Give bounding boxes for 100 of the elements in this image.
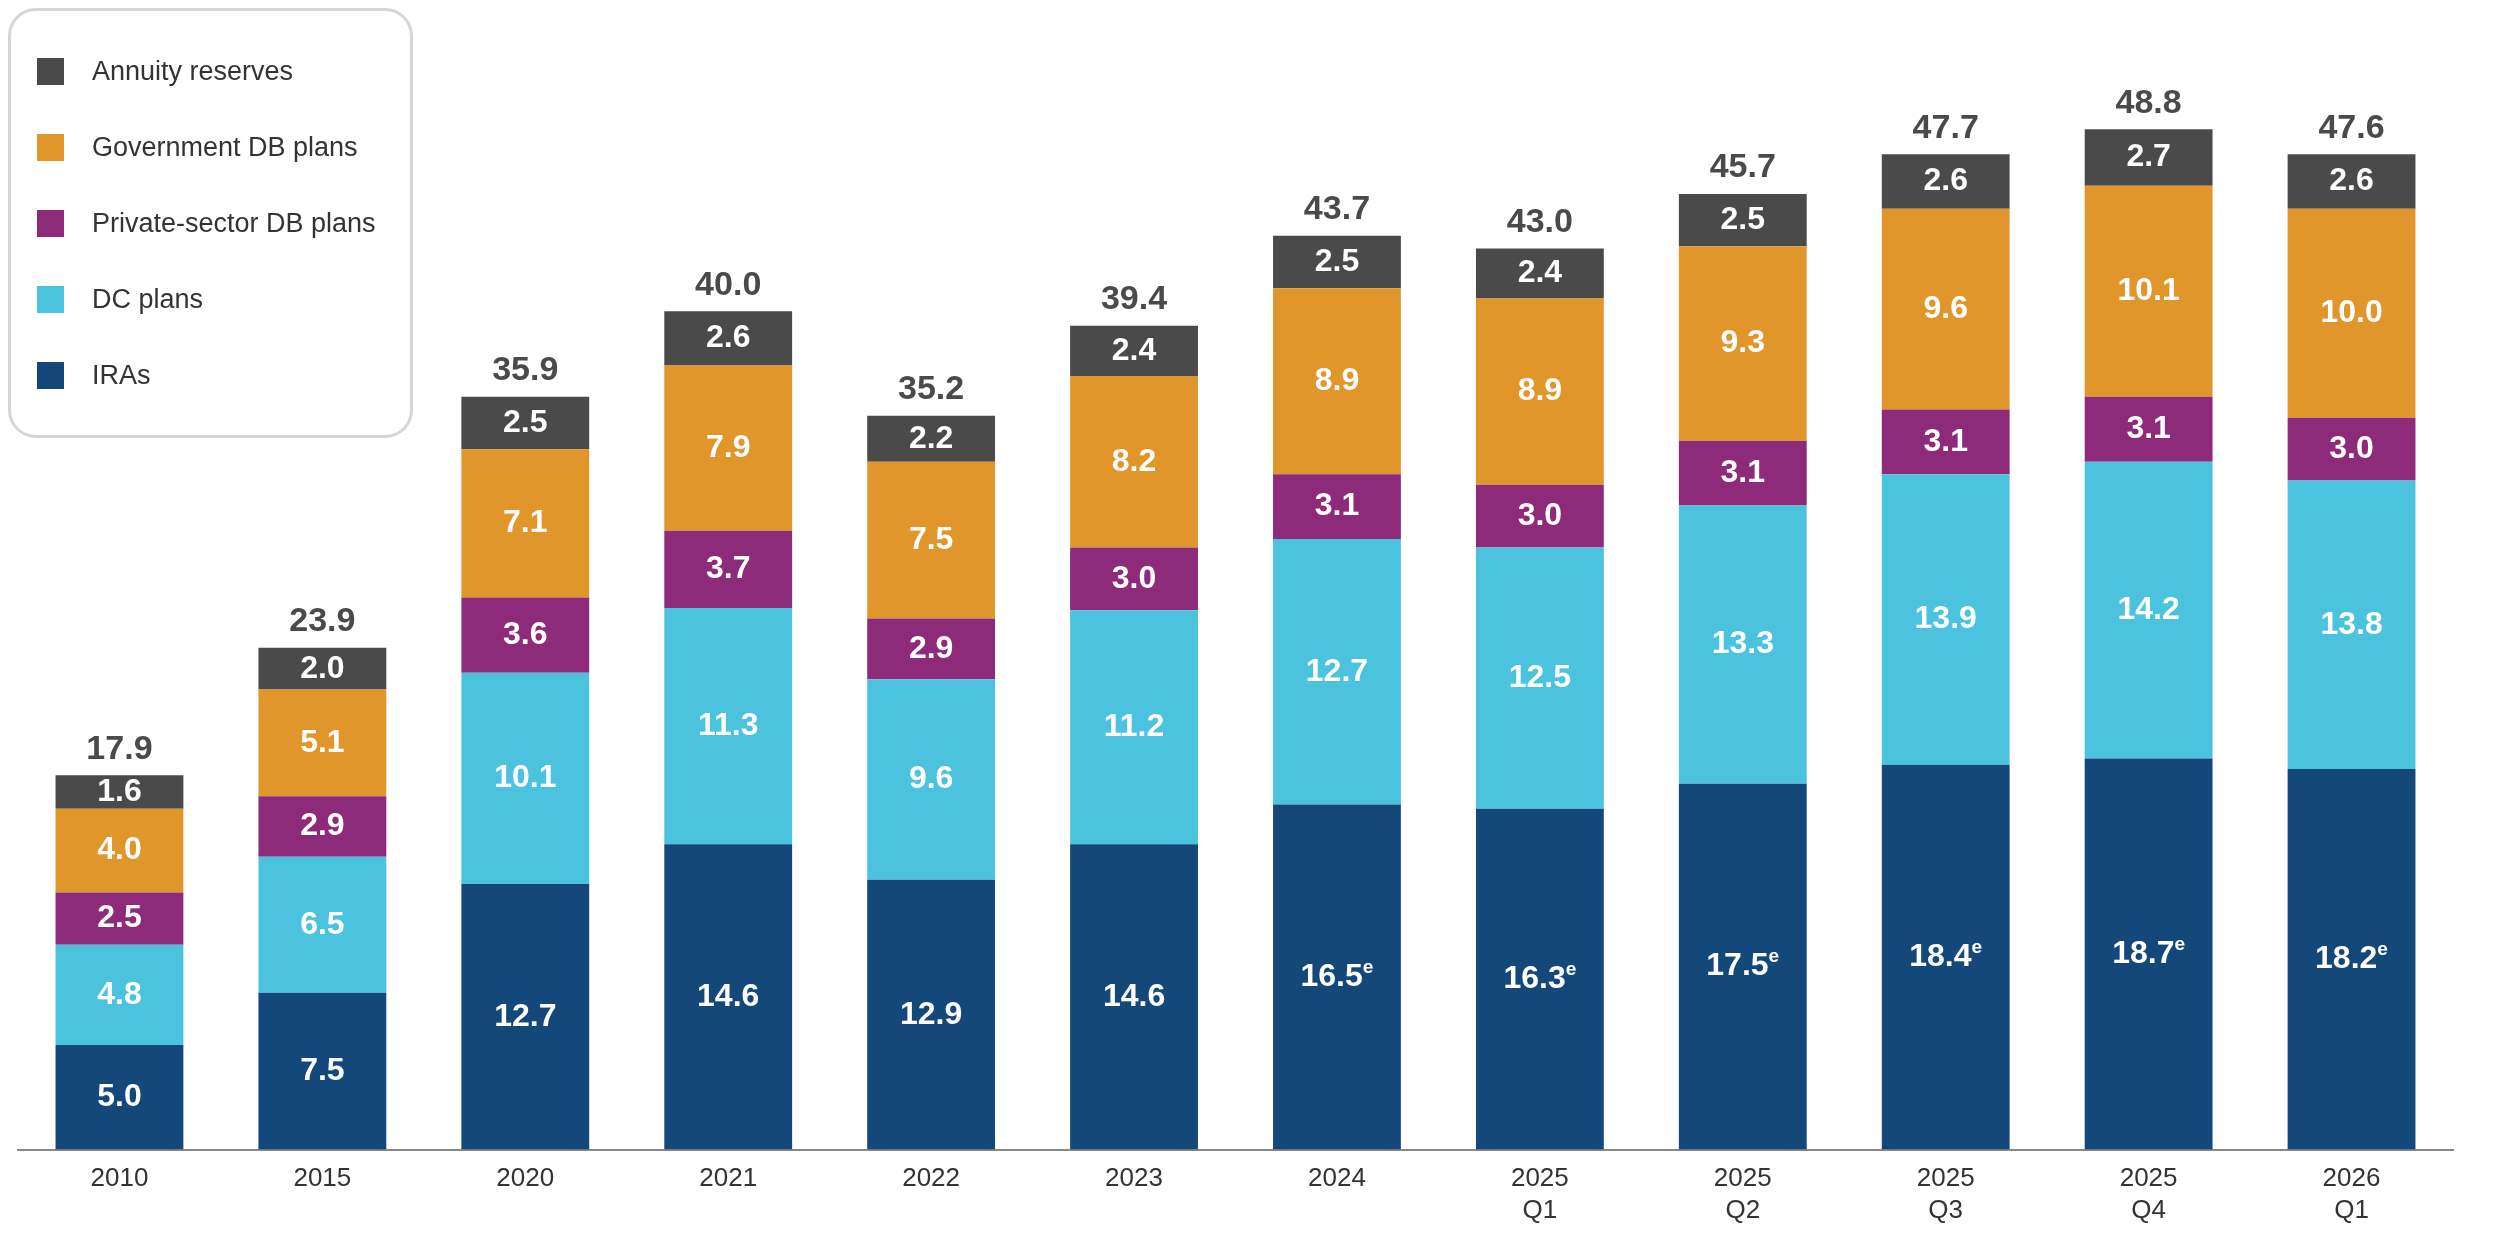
- bar: [1678, 440, 1807, 506]
- bar: [461, 396, 590, 450]
- legend-label: Private-sector DB plans: [92, 207, 376, 239]
- data-label: 3.1: [1720, 453, 1766, 490]
- data-label: 10.1: [2117, 271, 2180, 308]
- bar: [867, 679, 996, 880]
- data-label: 3.1: [1923, 421, 1968, 458]
- bar: [2084, 461, 2213, 759]
- data-label: 7.5: [300, 1051, 345, 1088]
- total-label: 48.8: [2115, 81, 2182, 120]
- bar: [258, 992, 387, 1150]
- data-label: 14.6: [697, 976, 760, 1013]
- bar: [664, 608, 793, 845]
- data-label: 2.4: [1111, 330, 1157, 367]
- bar: [1273, 474, 1401, 540]
- bar: [1678, 505, 1807, 784]
- data-label: 3.1: [2126, 409, 2171, 446]
- data-label: 2.7: [2126, 137, 2171, 174]
- data-label: 2.2: [908, 418, 954, 455]
- legend-label: Annuity reserves: [92, 55, 294, 87]
- bar: [2287, 208, 2416, 418]
- bar: [1273, 235, 1401, 289]
- bar: [1475, 248, 1604, 299]
- data-label: 9.6: [908, 759, 954, 796]
- bar: [1070, 375, 1198, 548]
- total-label: 43.7: [1303, 188, 1371, 227]
- bar: [664, 844, 793, 1150]
- data-label: 8.9: [1517, 371, 1563, 408]
- x-tick-label: 2025 Q4: [2119, 1162, 2178, 1224]
- bar: [461, 884, 590, 1150]
- legend-label: IRAs: [92, 359, 151, 391]
- bar: [258, 796, 387, 857]
- total-label: 43.0: [1506, 200, 1573, 239]
- x-tick-label: 2020: [496, 1162, 555, 1193]
- data-label: 10.1: [494, 758, 557, 795]
- x-tick-label: 2025 Q1: [1510, 1162, 1569, 1224]
- total-label: 47.6: [2318, 106, 2385, 145]
- bar: [1475, 484, 1604, 548]
- data-label: 2.0: [300, 648, 345, 685]
- data-label: 8.9: [1314, 361, 1360, 398]
- bar: [867, 461, 996, 619]
- data-label: 2.6: [2329, 161, 2374, 198]
- data-label: 14.6: [1102, 976, 1166, 1013]
- bar: [258, 856, 387, 993]
- bar: [1475, 547, 1604, 809]
- total-label: 23.9: [289, 600, 356, 639]
- bar: [55, 808, 184, 893]
- bar: [1881, 208, 2010, 410]
- bar: [1678, 246, 1807, 441]
- bar: [2084, 129, 2213, 186]
- x-tick-label: 2024: [1308, 1162, 1366, 1193]
- data-label: 9.3: [1720, 323, 1766, 360]
- data-label: 7.9: [705, 427, 751, 464]
- total-label: 35.2: [898, 368, 965, 407]
- data-label: 11.3: [697, 706, 759, 743]
- data-label: 5.1: [300, 722, 345, 759]
- total-label: 39.4: [1100, 278, 1168, 317]
- total-label: 47.7: [1912, 106, 1979, 145]
- bar: [1273, 288, 1401, 475]
- data-label: 2.9: [908, 628, 954, 665]
- legend-label: DC plans: [92, 283, 204, 315]
- bar: [1070, 325, 1198, 376]
- data-label: 2.6: [705, 318, 751, 355]
- bar: [664, 311, 793, 366]
- bar: [258, 647, 387, 690]
- bar: [2084, 185, 2213, 397]
- data-label: 14.2: [2117, 589, 2180, 626]
- data-label: 12.7: [1305, 651, 1369, 688]
- x-tick-label: 2022: [902, 1162, 961, 1193]
- bar: [1475, 298, 1604, 485]
- total-label: 45.7: [1709, 146, 1776, 185]
- bar: [2287, 769, 2416, 1150]
- x-tick-label: 2021: [699, 1162, 758, 1193]
- bar: [461, 449, 590, 598]
- bar: [1273, 804, 1401, 1150]
- data-label: 2.5: [503, 402, 548, 439]
- bar: [55, 1045, 184, 1150]
- bar: [2084, 396, 2213, 462]
- data-label: 13.9: [1914, 599, 1977, 636]
- data-label: 8.2: [1111, 441, 1157, 478]
- bar: [2287, 480, 2416, 770]
- bar: [1881, 154, 2010, 209]
- bar: [1881, 474, 2010, 765]
- x-tick-label: 2023: [1105, 1162, 1163, 1193]
- x-tick-label: 2010: [90, 1162, 149, 1193]
- x-tick-label: 2015: [293, 1162, 352, 1193]
- data-label: 2.6: [1923, 161, 1968, 198]
- data-label: 6.5: [300, 904, 345, 941]
- data-label: 11.2: [1103, 707, 1165, 744]
- bar: [55, 944, 184, 1046]
- total-label: 17.9: [86, 727, 153, 766]
- bar: [55, 775, 184, 809]
- bar: [867, 879, 996, 1150]
- data-label: 13.3: [1711, 624, 1774, 661]
- bar: [664, 530, 793, 609]
- bar: [258, 689, 387, 797]
- bar: [867, 415, 996, 462]
- bar: [461, 597, 590, 673]
- data-label: 3.0: [1111, 558, 1157, 595]
- bar: [1273, 539, 1401, 805]
